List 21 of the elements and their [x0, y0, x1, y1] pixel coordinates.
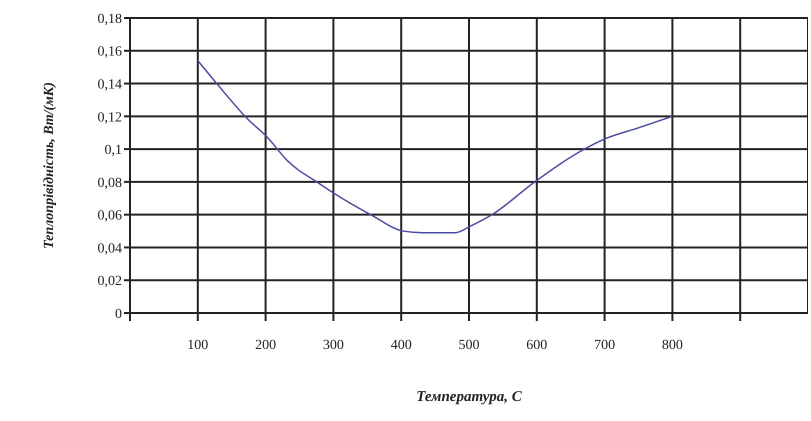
y-tick-label: 0,14 [98, 78, 122, 93]
x-tick-label: 700 [594, 338, 616, 353]
x-axis-title: Температура, С [416, 389, 523, 405]
y-tick-label: 0,08 [98, 176, 122, 191]
x-tick-label: 600 [526, 338, 548, 353]
x-tick-label: 400 [390, 338, 412, 353]
y-tick-label: 0,02 [98, 274, 122, 290]
y-tick-label: 0 [115, 306, 122, 322]
x-tick-label: 200 [255, 338, 276, 353]
x-tick-label: 100 [187, 338, 208, 353]
y-tick-label: 0,18 [98, 12, 122, 27]
y-tick-label: 0,16 [98, 44, 122, 60]
y-tick-label: 0,06 [98, 208, 122, 224]
y-axis-title: Теплопрівідність, Вт/(мК) [42, 82, 57, 249]
y-tick-label: 0,04 [98, 241, 122, 256]
line-series [197, 60, 674, 234]
x-tick-label: 300 [322, 338, 344, 353]
y-tick-label: 0,12 [98, 110, 122, 126]
y-tick-label: 0,1 [104, 143, 122, 158]
x-tick-label: 500 [458, 338, 480, 353]
x-tick-label: 800 [662, 338, 683, 353]
